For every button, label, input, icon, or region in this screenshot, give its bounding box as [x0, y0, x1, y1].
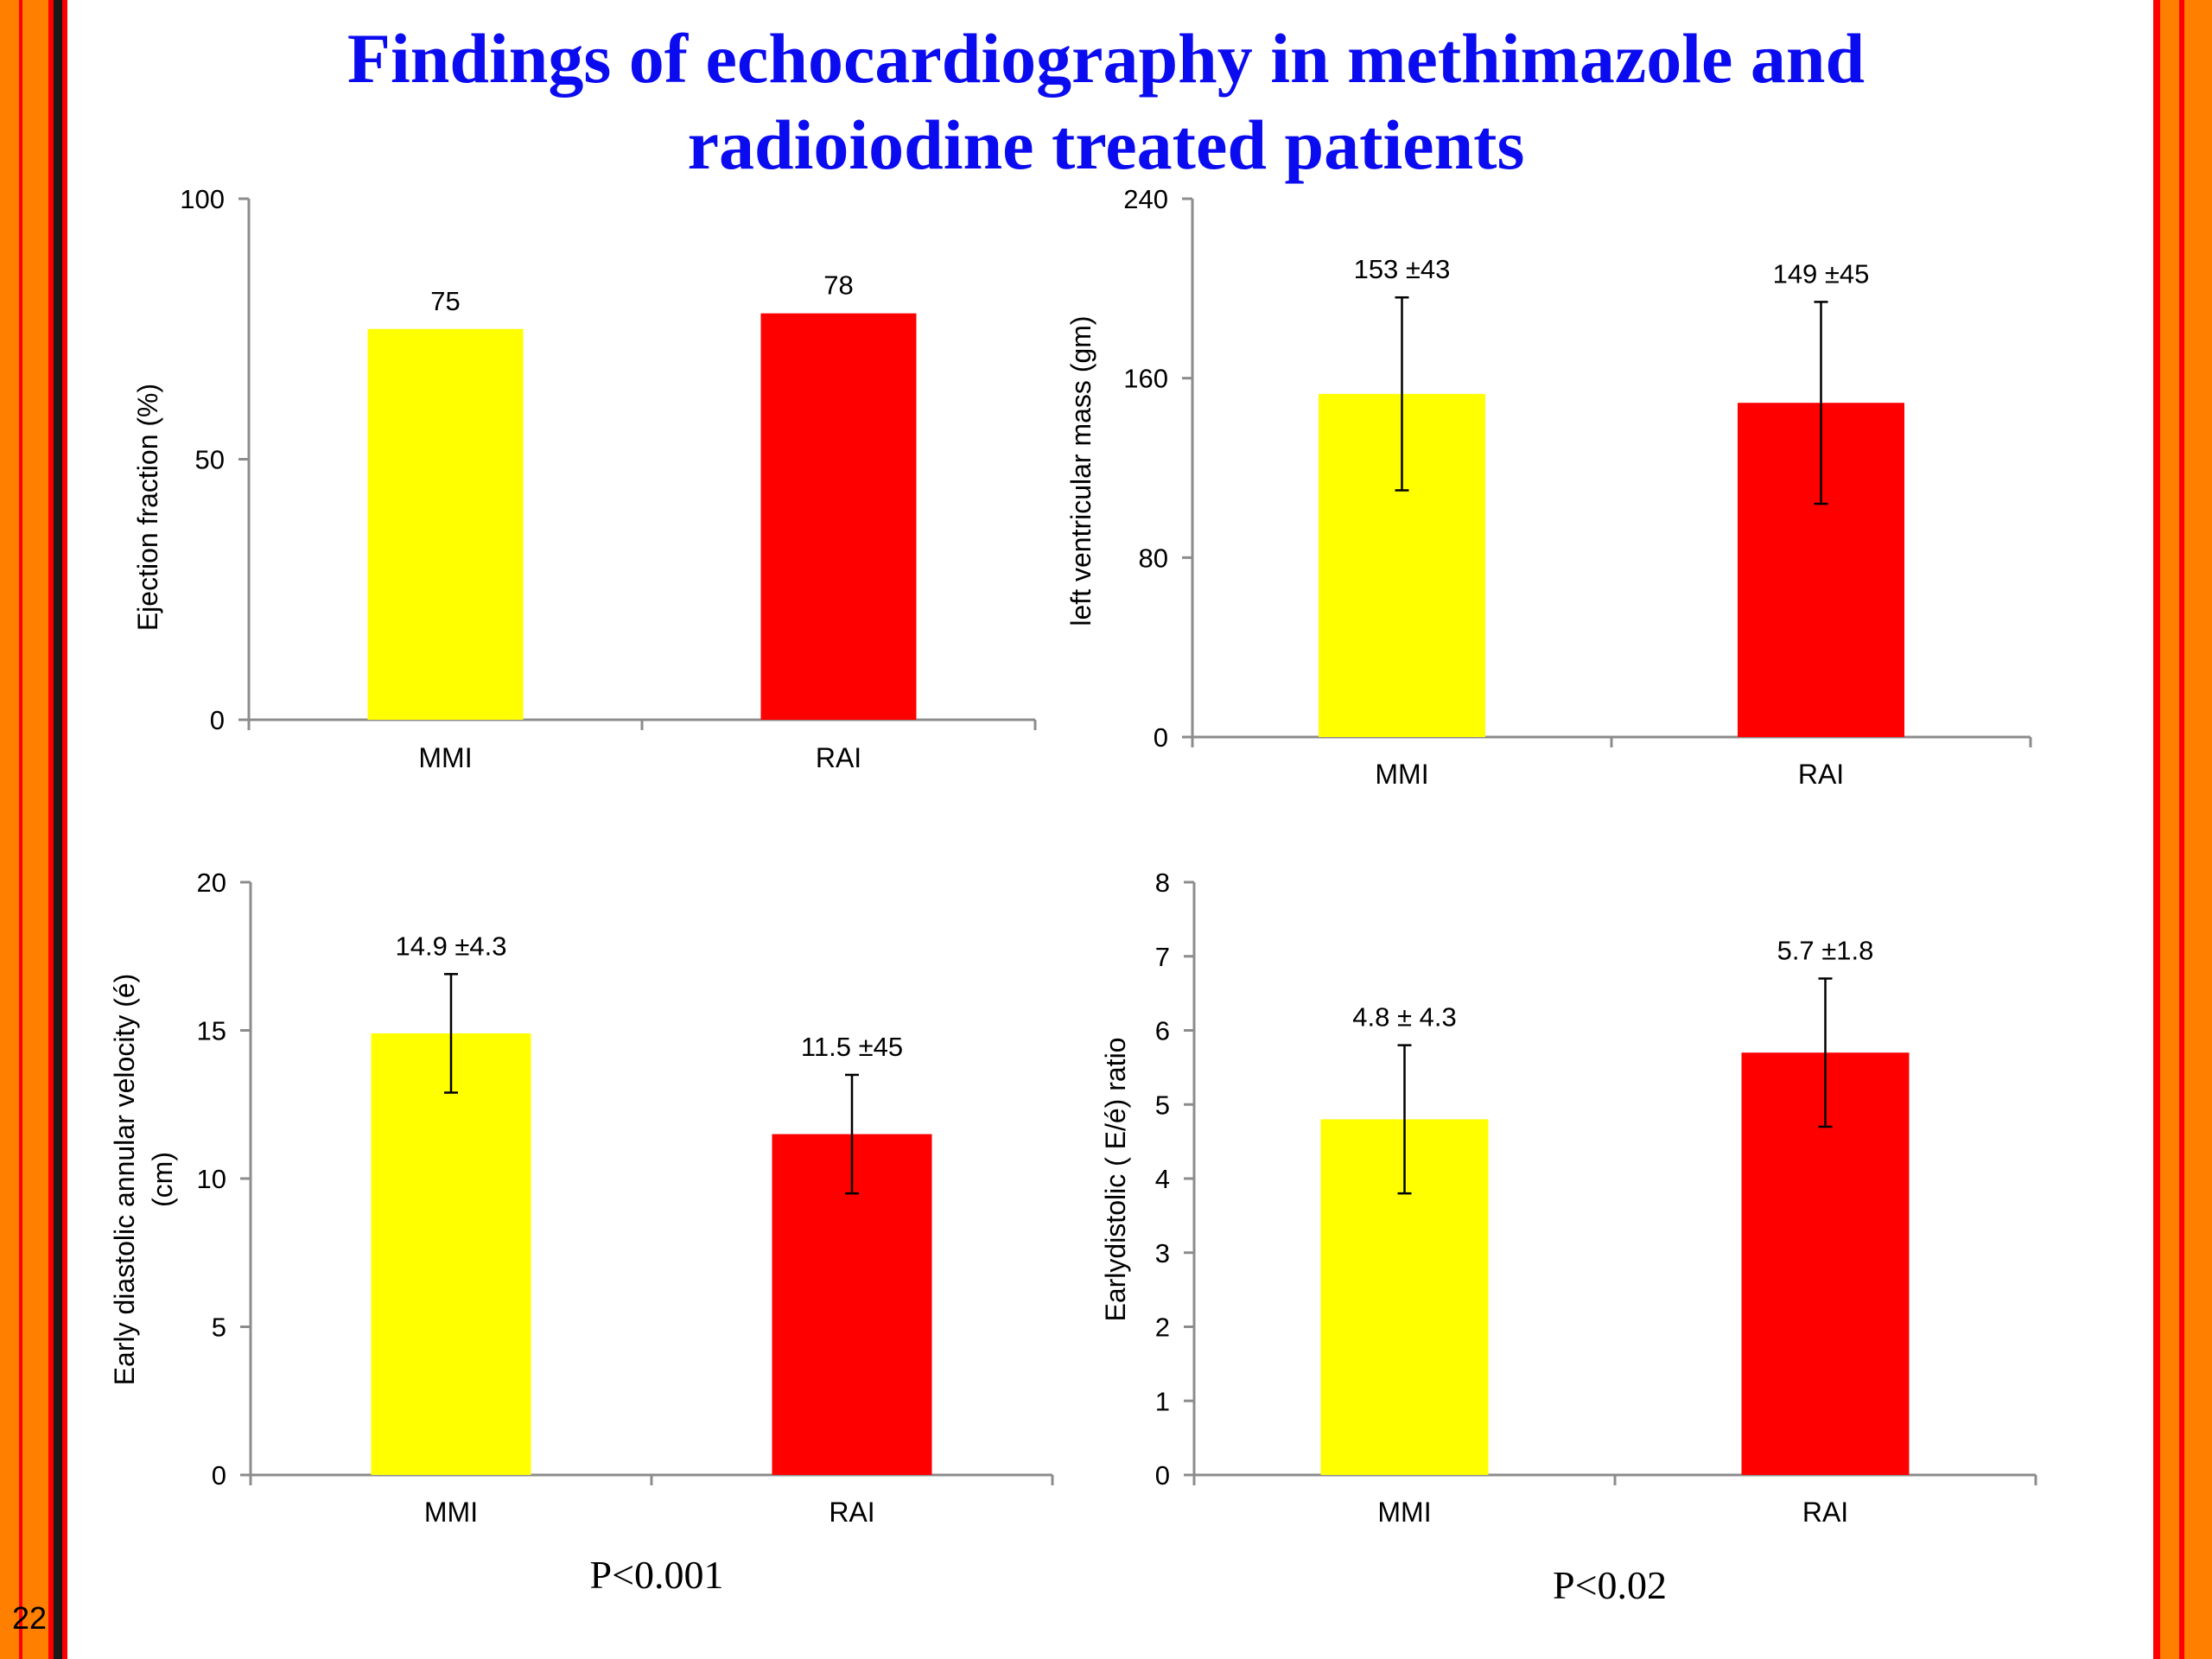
frame-left-inner-red [62, 0, 67, 1659]
bar-mmi [371, 1033, 531, 1475]
x-tick-label: RAI [1802, 1497, 1848, 1528]
y-axis-title: Earlydistolic ( E/é) ratio [1100, 1038, 1131, 1322]
y-axis-title: (cm) [147, 1152, 178, 1207]
y-tick-label: 5 [1155, 1090, 1170, 1120]
data-label: 75 [430, 286, 460, 316]
y-axis-title: Early diastolic annular velocity (é) [109, 974, 140, 1386]
y-tick-label: 10 [197, 1164, 226, 1194]
frame-left-red [19, 0, 54, 1659]
slide-title: Findings of echocardiography in methimaz… [138, 16, 2074, 188]
y-tick-label: 7 [1155, 942, 1170, 972]
y-tick-label: 0 [212, 1460, 226, 1491]
title-line-1: Findings of echocardiography in methimaz… [346, 19, 1866, 98]
y-tick-label: 100 [180, 184, 225, 214]
data-label: 14.9 ±4.3 [395, 931, 506, 961]
x-tick-label: MMI [1377, 1497, 1431, 1528]
frame-right-orange-2 [2184, 0, 2212, 1659]
frame-right-red-2 [2179, 0, 2184, 1659]
p-value-bottom-left: P<0.001 [589, 1553, 724, 1597]
p-value-bottom-right: P<0.02 [1552, 1563, 1668, 1607]
y-tick-label: 0 [210, 705, 225, 735]
x-tick-label: MMI [424, 1497, 478, 1528]
page-number: 22 [12, 1600, 48, 1636]
y-tick-label: 2 [1155, 1313, 1170, 1343]
x-tick-label: RAI [816, 742, 861, 773]
title-line-2: radioiodine treated patients [687, 105, 1525, 184]
bar-rai [760, 313, 917, 720]
y-tick-label: 8 [1155, 868, 1170, 898]
y-tick-label: 50 [195, 445, 225, 475]
data-label: 78 [823, 270, 853, 301]
y-tick-label: 15 [197, 1016, 226, 1046]
y-tick-label: 0 [1155, 1460, 1170, 1491]
frame-left-dark [54, 0, 62, 1659]
y-tick-label: 0 [1154, 722, 1168, 753]
data-label: 11.5 ±45 [801, 1032, 903, 1062]
y-tick-label: 5 [212, 1313, 226, 1343]
y-tick-label: 160 [1123, 364, 1168, 394]
y-axis-title: Ejection fraction (%) [132, 384, 163, 631]
y-tick-label: 6 [1155, 1016, 1170, 1046]
y-axis-title: left ventricular mass (gm) [1065, 315, 1096, 626]
frame-left-orange [0, 0, 19, 1659]
y-tick-label: 3 [1155, 1238, 1170, 1268]
x-tick-label: RAI [1798, 759, 1844, 790]
y-tick-label: 80 [1139, 543, 1168, 573]
y-tick-label: 1 [1155, 1386, 1170, 1416]
x-tick-label: MMI [1375, 759, 1428, 790]
x-tick-label: RAI [829, 1497, 874, 1528]
y-tick-label: 240 [1123, 184, 1168, 214]
x-tick-label: MMI [418, 742, 472, 773]
data-label: 4.8 ± 4.3 [1352, 1002, 1456, 1033]
y-tick-label: 20 [197, 868, 226, 898]
bar-mmi [367, 328, 524, 720]
data-label: 153 ±43 [1354, 254, 1451, 284]
y-tick-label: 4 [1155, 1164, 1170, 1194]
frame-right-orange [2160, 0, 2179, 1659]
data-label: 5.7 ±1.8 [1777, 935, 1874, 965]
frame-right-red [2153, 0, 2160, 1659]
data-label: 149 ±45 [1773, 258, 1870, 289]
